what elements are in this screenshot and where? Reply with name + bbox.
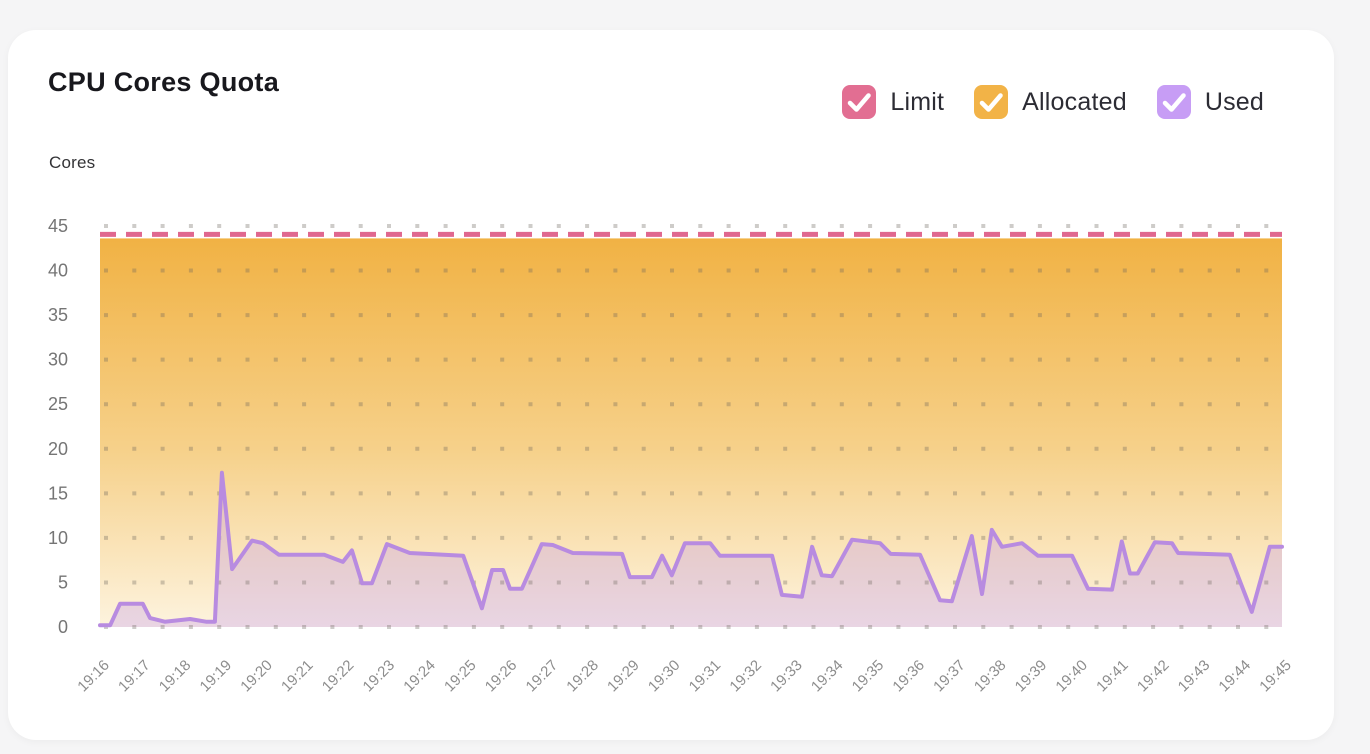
- used-checkbox-icon[interactable]: [1156, 85, 1191, 119]
- chart-card: CPU Cores Quota Cores Limit Allocated: [8, 30, 1334, 740]
- chart-title: CPU Cores Quota: [48, 67, 280, 97]
- x-tick-label-19-42: 19:42: [1134, 657, 1173, 696]
- x-tick-label-19-45: 19:45: [1256, 657, 1295, 696]
- x-tick-label-19-24: 19:24: [400, 657, 439, 696]
- x-tick-label-19-34: 19:34: [808, 657, 847, 696]
- allocated-area: [100, 238, 1282, 627]
- y-tick-label-35: 35: [48, 305, 68, 325]
- x-tick-label-19-28: 19:28: [563, 657, 602, 696]
- checkmark-icon: [979, 93, 1003, 112]
- y-tick-label-20: 20: [48, 439, 68, 459]
- x-tick-label-19-30: 19:30: [645, 657, 684, 696]
- x-tick-label-19-17: 19:17: [115, 657, 154, 696]
- used-area: [100, 472, 1282, 627]
- chart-plot-area[interactable]: 0 5 10 15 20 25 30 35 40 45 19:16 19:17 19:18 19:19 19…: [8, 30, 1334, 740]
- y-tick-label-0: 0: [58, 617, 68, 637]
- x-tick-label-19-27: 19:27: [523, 657, 562, 696]
- legend-item-used[interactable]: Used: [1156, 85, 1264, 119]
- legend-item-allocated[interactable]: Allocated: [974, 85, 1127, 119]
- x-tick-label-19-36: 19:36: [889, 657, 928, 696]
- x-tick-label-19-25: 19:25: [441, 657, 480, 696]
- y-tick-label-45: 45: [48, 216, 68, 236]
- legend-label-used: Used: [1204, 87, 1264, 116]
- x-tick-label-19-31: 19:31: [686, 657, 725, 696]
- x-tick-label-19-22: 19:22: [319, 657, 358, 696]
- chart-legend: Limit Allocated Used: [842, 85, 1264, 119]
- used-line: [98, 470, 1284, 628]
- x-tick-label-19-29: 19:29: [604, 657, 643, 696]
- x-tick-label-19-16: 19:16: [74, 657, 113, 696]
- y-tick-label-30: 30: [48, 350, 68, 370]
- x-tick-label-19-33: 19:33: [767, 657, 806, 696]
- x-tick-label-19-41: 19:41: [1093, 657, 1132, 696]
- y-tick-label-40: 40: [48, 261, 68, 281]
- y-tick-label-25: 25: [48, 394, 68, 414]
- limit-checkbox-icon[interactable]: [842, 85, 877, 119]
- x-tick-label-19-32: 19:32: [726, 657, 765, 696]
- legend-item-limit[interactable]: Limit: [842, 85, 944, 119]
- x-tick-label-19-20: 19:20: [237, 657, 276, 696]
- legend-label-allocated: Allocated: [1022, 87, 1127, 116]
- x-tick-label-19-40: 19:40: [1052, 657, 1091, 696]
- y-tick-label-5: 5: [58, 572, 68, 592]
- x-tick-label-19-18: 19:18: [156, 657, 195, 696]
- x-tick-label-19-23: 19:23: [360, 657, 399, 696]
- y-tick-label-10: 10: [48, 528, 68, 548]
- y-tick-label-15: 15: [48, 483, 68, 503]
- x-tick-label-19-44: 19:44: [1215, 657, 1254, 696]
- x-tick-label-19-21: 19:21: [278, 657, 317, 696]
- x-tick-label-19-19: 19:19: [197, 657, 236, 696]
- x-tick-label-19-38: 19:38: [971, 657, 1010, 696]
- x-tick-label-19-43: 19:43: [1175, 657, 1214, 696]
- y-axis-unit-label: Cores: [49, 153, 96, 172]
- legend-label-limit: Limit: [890, 87, 945, 116]
- x-tick-label-19-35: 19:35: [849, 657, 888, 696]
- checkmark-icon: [1162, 93, 1186, 112]
- x-tick-label-19-37: 19:37: [930, 657, 969, 696]
- x-tick-label-19-26: 19:26: [482, 657, 521, 696]
- allocated-checkbox-icon[interactable]: [974, 85, 1009, 119]
- x-tick-label-19-39: 19:39: [1012, 657, 1051, 696]
- checkmark-icon: [848, 93, 872, 112]
